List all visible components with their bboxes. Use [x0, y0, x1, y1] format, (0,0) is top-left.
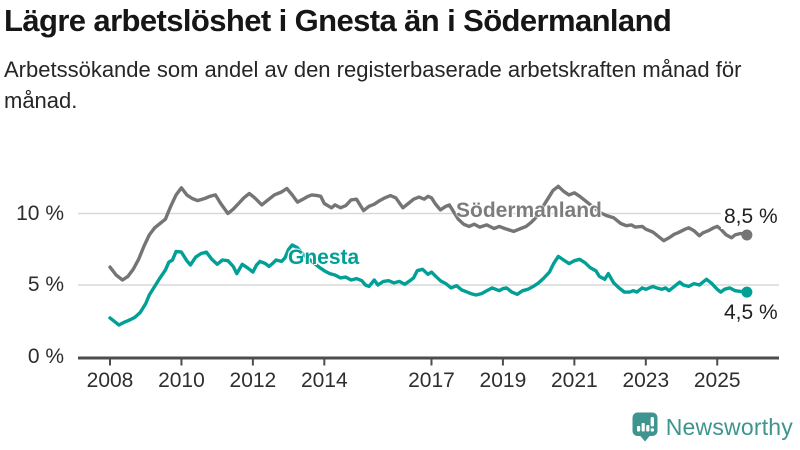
x-tick-label: 2014 — [300, 369, 348, 392]
newsworthy-bubble-chart-icon — [632, 412, 658, 442]
chart-header: Lägre arbetslöshet i Gnesta än i Söderma… — [4, 2, 796, 116]
y-tick-label: 0 % — [27, 344, 64, 368]
x-tick-label: 2021 — [551, 369, 598, 392]
series-end-dot-gnesta — [741, 286, 753, 298]
x-tick-label: 2025 — [693, 369, 741, 392]
brand-wordmark: Newsworthy — [665, 413, 793, 440]
x-tick-label: 2023 — [622, 369, 670, 392]
series-label-sodermanland: Södermanland — [456, 199, 602, 222]
chart-subtitle: Arbetssökande som andel av den registerb… — [4, 57, 742, 113]
x-tick-label: 2012 — [229, 369, 277, 392]
x-tick-label: 2019 — [479, 369, 527, 392]
page-title: Lägre arbetslöshet i Gnesta än i Söderma… — [4, 3, 672, 38]
x-tick-label: 2017 — [408, 369, 455, 392]
newsworthy-logo: Newsworthy — [632, 412, 793, 442]
series-label-gnesta: Gnesta — [288, 246, 360, 269]
series-end-dot-södermanland — [741, 229, 753, 241]
series-line-södermanland — [108, 184, 749, 282]
sodermanland-end-value-label: 8,5 % — [721, 205, 781, 229]
x-tick-label: 2010 — [158, 369, 205, 392]
y-tick-label: 5 % — [27, 273, 64, 296]
gnesta-end-value-label: 4,5 % — [721, 301, 781, 325]
x-tick-label: 2008 — [86, 369, 134, 392]
series-line-gnesta — [108, 243, 749, 327]
y-tick-label: 10 % — [16, 201, 64, 225]
